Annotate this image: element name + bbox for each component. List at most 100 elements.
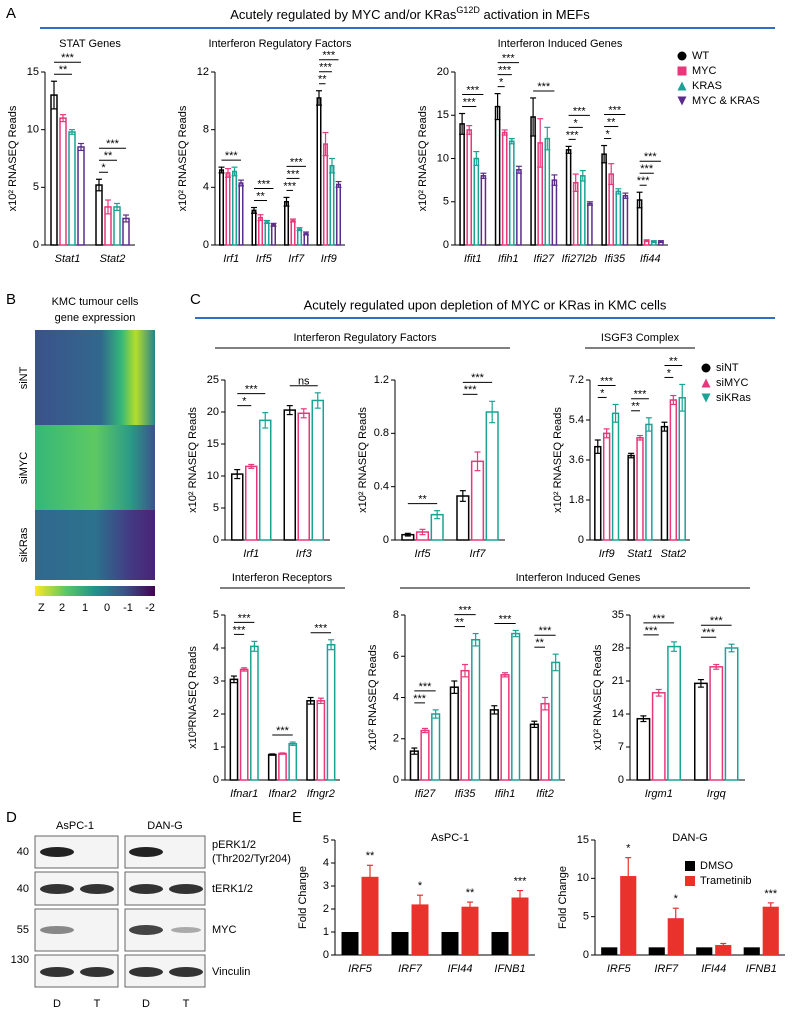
error-bar xyxy=(572,173,579,192)
bar xyxy=(516,168,522,246)
bar xyxy=(456,495,470,541)
legend-marker xyxy=(677,81,687,91)
error-bar xyxy=(515,165,522,174)
y-tick-label: 2 xyxy=(393,733,399,745)
bar xyxy=(494,105,501,246)
error-bar xyxy=(451,680,458,694)
error-bar xyxy=(603,428,610,439)
significance-label: *** xyxy=(319,62,333,74)
bar xyxy=(762,906,779,955)
y-tick-label: 1.2 xyxy=(374,374,389,386)
error-bar xyxy=(720,942,727,947)
error-bar xyxy=(655,688,662,697)
bar xyxy=(724,647,739,781)
y-tick-label: 6 xyxy=(393,650,399,662)
significance-label: * xyxy=(606,128,611,140)
bar xyxy=(306,700,315,781)
panel-letter: E xyxy=(292,809,302,826)
chart-title: DAN-G xyxy=(672,832,707,844)
error-bar xyxy=(279,752,286,755)
blot-bands xyxy=(40,847,203,977)
y-axis-label: x10² RNASEQ Reads xyxy=(7,105,19,211)
error-bar xyxy=(123,214,129,223)
bar xyxy=(113,206,121,246)
bar xyxy=(391,932,409,955)
error-bar xyxy=(565,145,572,154)
bar xyxy=(288,742,298,781)
significance-label: *** xyxy=(634,389,648,401)
error-bar xyxy=(474,451,481,472)
error-bar xyxy=(257,214,264,222)
legend-label: WT xyxy=(692,50,709,62)
legend-label: KRAS xyxy=(692,80,722,92)
bar xyxy=(529,723,539,781)
colorbar-tick: -1 xyxy=(123,602,133,614)
x-tick-label: Ifih1 xyxy=(498,253,519,265)
bar xyxy=(361,876,379,955)
legend-label: DMSO xyxy=(700,860,733,872)
significance-label: *** xyxy=(471,372,485,384)
bar xyxy=(297,228,302,246)
band xyxy=(171,927,201,933)
significance-label: *** xyxy=(702,627,716,639)
error-bar xyxy=(530,97,537,137)
error-bar xyxy=(472,632,479,647)
bar xyxy=(485,411,499,541)
significance-label: ** xyxy=(455,616,464,628)
bar xyxy=(696,947,713,955)
band xyxy=(40,884,74,894)
y-tick-label: 0 xyxy=(33,239,39,251)
band xyxy=(129,884,163,894)
legend-marker xyxy=(701,363,711,373)
bar xyxy=(267,753,277,781)
error-bar xyxy=(314,392,321,409)
legend-label: siNT xyxy=(716,362,739,374)
significance-label: * xyxy=(574,117,579,129)
bar xyxy=(68,131,76,246)
error-bar xyxy=(625,857,632,895)
significance-label: *** xyxy=(644,151,658,163)
error-bar xyxy=(251,206,257,214)
header-superscript: G12D xyxy=(456,5,480,15)
bar xyxy=(645,423,653,541)
x-tick-label: Irf5 xyxy=(415,548,432,560)
significance-label: *** xyxy=(499,613,513,625)
x-tick-label: Irf7 xyxy=(288,253,305,265)
bar xyxy=(509,140,515,246)
y-axis-label: Fold Change xyxy=(297,866,309,929)
significance-label: *** xyxy=(413,693,427,705)
y-tick-label: 12 xyxy=(197,66,209,78)
x-tick-label: IRF7 xyxy=(654,963,679,975)
x-tick-label: IRF5 xyxy=(607,963,632,975)
error-bar xyxy=(697,678,704,688)
y-tick-label: 3 xyxy=(323,880,329,892)
bar xyxy=(311,399,324,541)
section-header: Acutely regulated by MYC and/or KRasG12D… xyxy=(230,5,590,22)
bar xyxy=(77,146,85,246)
error-bar xyxy=(300,408,307,419)
bar xyxy=(232,170,237,246)
error-bar xyxy=(657,240,664,244)
x-tick-label: IFI44 xyxy=(701,963,726,975)
error-bar xyxy=(317,697,324,705)
significance-label: ** xyxy=(607,116,616,128)
bar xyxy=(219,169,224,246)
x-tick-label: Ifnar2 xyxy=(268,788,296,800)
significance-label: *** xyxy=(459,604,473,616)
legend-marker xyxy=(701,393,711,403)
bar xyxy=(411,904,429,955)
y-tick-label: 3.6 xyxy=(569,454,584,466)
error-bar xyxy=(419,528,426,536)
y-tick-label: 4 xyxy=(393,691,399,703)
y-axis-label: x10² RNASEQ Reads xyxy=(552,407,564,513)
heatmap-title: gene expression xyxy=(55,312,136,324)
bar xyxy=(460,669,470,781)
error-bar xyxy=(251,640,258,652)
error-bar xyxy=(551,174,558,186)
y-tick-label: 10 xyxy=(207,470,219,482)
band xyxy=(40,926,74,934)
significance-label: *** xyxy=(61,52,75,64)
bar xyxy=(500,674,510,781)
band xyxy=(169,884,203,894)
